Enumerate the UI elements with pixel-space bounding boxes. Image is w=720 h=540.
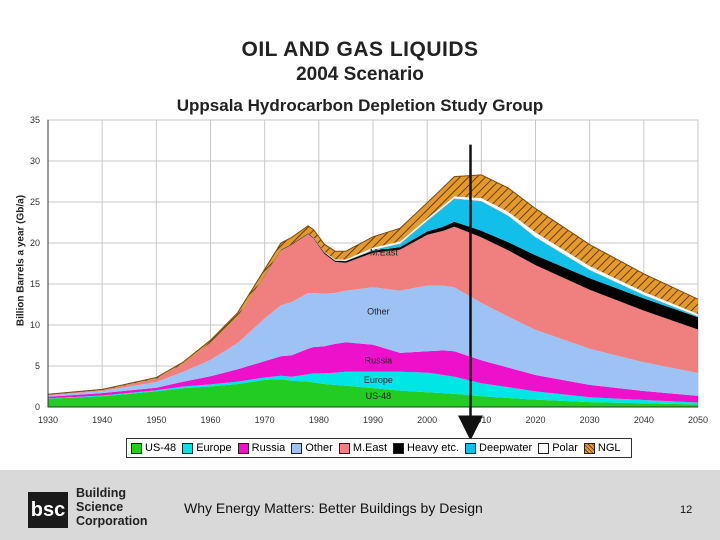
y-axis-label: Billion Barrels a year (Gb/a) xyxy=(15,194,27,327)
legend-item: Europe xyxy=(182,442,232,454)
x-tick-label: 2040 xyxy=(634,415,654,425)
oil-gas-liquids-chart: 0 5 10 15 20 25 30 35 1930 1940 1950 1960 1970 1980 19… xyxy=(30,115,708,441)
legend-label: Polar xyxy=(552,442,578,454)
x-tick-label: 1980 xyxy=(309,415,329,425)
area-annotation: Other xyxy=(367,306,390,316)
x-tick-label: 2050 xyxy=(688,415,708,425)
x-tick-label: 2020 xyxy=(525,415,545,425)
legend-swatch xyxy=(182,442,194,454)
footer-tagline: Why Energy Matters: Better Buildings by … xyxy=(184,500,483,516)
logo-line: Building xyxy=(76,486,126,500)
legend-swatch xyxy=(465,442,477,454)
legend-item: US-48 xyxy=(131,442,176,454)
legend-label: Deepwater xyxy=(479,442,533,454)
chart-title: OIL AND GAS LIQUIDS xyxy=(241,38,479,61)
area-us48 xyxy=(48,379,698,407)
legend-item: Russia xyxy=(237,442,286,454)
y-tick-label: 15 xyxy=(30,279,40,289)
logo-line: Corporation xyxy=(76,514,148,528)
legend-label: NGL xyxy=(597,442,621,454)
x-tick-label: 1930 xyxy=(38,415,58,425)
legend-label: Russia xyxy=(251,442,286,454)
x-tick-label: 2000 xyxy=(417,415,437,425)
y-tick-label: 30 xyxy=(30,156,40,166)
logo-line: Science xyxy=(76,500,124,514)
y-tick-label: 0 xyxy=(35,402,40,412)
legend-swatch xyxy=(338,442,350,454)
legend-label: Other xyxy=(305,442,333,454)
page-number: 12 xyxy=(680,504,693,516)
area-annotation: US-48 xyxy=(366,391,392,401)
legend-swatch xyxy=(131,442,142,454)
area-russia xyxy=(48,342,698,403)
chart-subtitle: 2004 Scenario xyxy=(296,64,424,85)
legend-swatch xyxy=(583,442,595,454)
legend-swatch xyxy=(538,442,550,454)
y-tick-label: 20 xyxy=(30,238,40,248)
area-annotation: M.East xyxy=(370,247,399,257)
y-tick-label: 35 xyxy=(30,115,40,125)
area-annotation: Russia xyxy=(365,356,393,366)
area-annotation: Europe xyxy=(364,375,393,385)
legend-swatch xyxy=(237,442,249,454)
area-other xyxy=(48,285,698,397)
legend-label: Heavy etc. xyxy=(407,442,460,454)
legend-swatch xyxy=(393,442,405,454)
x-tick-label: 1990 xyxy=(363,415,383,425)
legend-item: Heavy etc. xyxy=(393,442,459,454)
y-tick-label: 5 xyxy=(35,361,40,371)
x-tick-label: 2030 xyxy=(580,415,600,425)
bsc-logo: bsc Building Science Corporation xyxy=(28,486,160,532)
logo-text: Building Science Corporation xyxy=(76,486,148,528)
legend-label: Europe xyxy=(196,442,232,454)
legend-item: NGL xyxy=(583,442,621,454)
legend-swatch xyxy=(291,442,303,454)
legend-item: Polar xyxy=(538,442,578,454)
total-outline xyxy=(47,174,699,395)
x-tick-label: 1970 xyxy=(255,415,275,425)
x-tick-label: 2010 xyxy=(471,415,491,425)
legend-label: US-48 xyxy=(145,442,177,454)
x-tick-label: 1960 xyxy=(200,415,220,425)
area-europe xyxy=(48,371,698,405)
footer-bar xyxy=(0,470,720,540)
y-tick-label: 10 xyxy=(30,320,40,330)
legend-item: M.East xyxy=(338,442,388,454)
area-deepwater xyxy=(48,198,698,395)
x-tick-label: 1940 xyxy=(92,415,112,425)
logo-mark: bsc xyxy=(28,492,68,528)
area-polar xyxy=(47,196,699,395)
area-meast xyxy=(48,226,698,396)
chart-organization: Uppsala Hydrocarbon Depletion Study Grou… xyxy=(176,96,544,115)
legend-label: M.East xyxy=(352,442,388,454)
legend-item: Deepwater xyxy=(465,442,532,454)
area-ngl xyxy=(48,174,698,395)
area-heavy xyxy=(48,221,698,395)
legend-item: Other xyxy=(291,442,333,454)
y-tick-label: 25 xyxy=(30,197,40,207)
x-tick-label: 1950 xyxy=(146,415,166,425)
legend: US-48 Europe Russia Other M.East Heavy etc. De… xyxy=(126,438,632,458)
